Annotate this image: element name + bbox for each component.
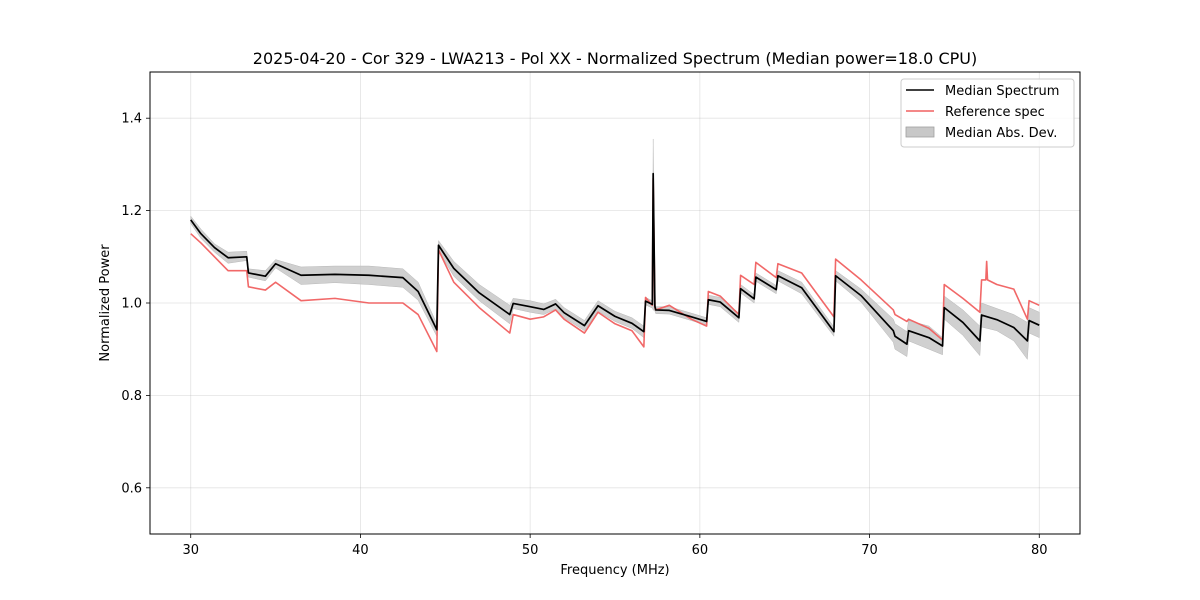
y-axis-label: Normalized Power <box>98 244 113 362</box>
legend-mad-label: Median Abs. Dev. <box>945 126 1057 141</box>
mad-band <box>190 138 1040 361</box>
legend-frame <box>900 78 1075 148</box>
series-line-layer <box>190 172 1040 353</box>
x-tick-label: 70 <box>861 543 878 558</box>
y-tick-label: 0.6 <box>121 481 142 496</box>
y-axis: 0.6 0.8 1.0 1.2 1.4 <box>121 112 150 496</box>
legend-mad-swatch <box>905 126 935 138</box>
legend-reference-label: Reference spec <box>945 105 1045 120</box>
y-tick-label: 1.4 <box>121 112 142 127</box>
y-tick-label: 1.2 <box>121 204 142 219</box>
mad-band-layer <box>190 138 1040 361</box>
x-tick-label: 60 <box>692 543 709 558</box>
chart-title: 2025-04-20 - Cor 329 - LWA213 - Pol XX -… <box>253 49 977 68</box>
reference-spec-line <box>190 177 1040 353</box>
x-axis: 30 40 50 60 70 80 <box>182 534 1048 558</box>
y-tick-label: 0.8 <box>121 389 142 404</box>
legend-median-label: Median Spectrum <box>945 84 1059 99</box>
x-tick-label: 40 <box>352 543 369 558</box>
y-tick-label: 1.0 <box>121 297 142 312</box>
legend: Median Spectrum Reference spec Median Ab… <box>900 78 1075 148</box>
x-tick-label: 50 <box>522 543 539 558</box>
x-tick-label: 30 <box>182 543 199 558</box>
median-spectrum-line <box>190 172 1040 347</box>
x-tick-label: 80 <box>1031 543 1048 558</box>
x-axis-label: Frequency (MHz) <box>560 563 669 578</box>
